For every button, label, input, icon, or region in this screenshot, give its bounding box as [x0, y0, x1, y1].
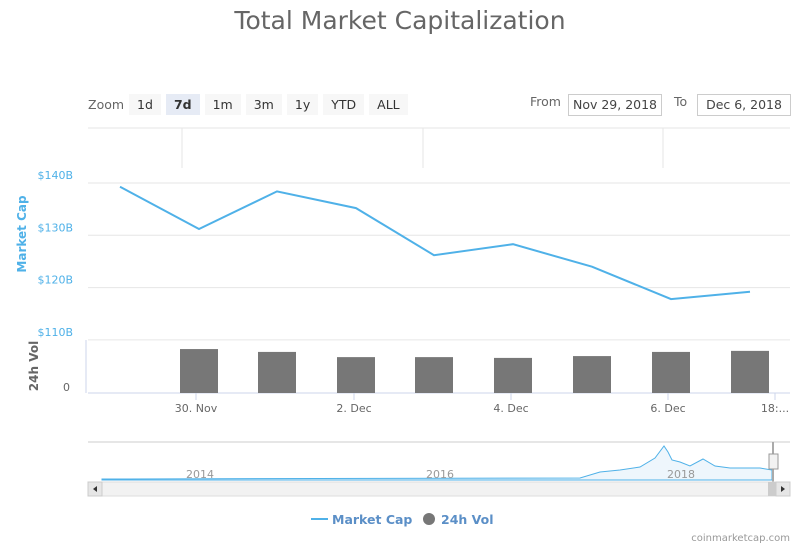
scrollbar-track[interactable] [87, 481, 791, 497]
volume-bar [731, 350, 769, 393]
zoom-7d-button[interactable]: 7d [165, 94, 200, 115]
zoom-all-button[interactable]: ALL [369, 94, 408, 115]
svg-text:Market Cap: Market Cap [332, 512, 412, 527]
volume-bar [180, 349, 218, 393]
vol-tick-0: 0 [63, 381, 70, 394]
x-tick-label: 4. Dec [493, 402, 528, 415]
y-axis-title: Market Cap [15, 195, 29, 273]
arrow-right-icon [781, 486, 785, 492]
from-label: From [530, 94, 561, 109]
x-tick-label: 2. Dec [336, 402, 371, 415]
credit-link[interactable]: coinmarketcap.com [691, 533, 790, 544]
svg-text:24h Vol: 24h Vol [441, 512, 494, 527]
to-label: To [674, 94, 688, 109]
y-tick-label: $130B [37, 221, 73, 234]
volume-bar [573, 356, 611, 393]
x-tick-label: 30. Nov [175, 402, 218, 415]
zoom-1d-button[interactable]: 1d [129, 94, 161, 115]
zoom-selector: Zoom 1d 7d 1m 3m 1y YTD ALL [88, 94, 408, 115]
volume-bar [652, 351, 690, 393]
volume-bar [258, 351, 296, 393]
zoom-1y-button[interactable]: 1y [286, 94, 319, 115]
x-tick-label: 6. Dec [650, 402, 685, 415]
to-date-input[interactable]: Dec 6, 2018 [697, 94, 791, 116]
y-tick-label: $110B [37, 326, 73, 339]
zoom-label: Zoom [88, 97, 125, 112]
navigator-year-2018: 2018 [667, 468, 695, 481]
volume-bar [494, 357, 532, 393]
zoom-ytd-button[interactable]: YTD [323, 94, 365, 115]
scrollbar-thumb[interactable] [768, 482, 777, 496]
navigator-handle[interactable] [768, 453, 779, 470]
vol-axis-title: 24h Vol [27, 341, 41, 391]
volume-bar [337, 357, 375, 393]
zoom-1m-button[interactable]: 1m [204, 94, 241, 115]
navigator-year-2014: 2014 [186, 468, 214, 481]
market-cap-line [119, 185, 751, 301]
from-date-input[interactable]: Nov 29, 2018 [568, 94, 662, 116]
legend-item-market-cap[interactable]: Market Cap [311, 512, 412, 527]
arrow-left-icon [93, 486, 97, 492]
y-tick-label: $140B [37, 169, 73, 182]
volume-bar [415, 357, 453, 393]
navigator-year-2016: 2016 [426, 468, 454, 481]
y-tick-label: $120B [37, 274, 73, 287]
zoom-3m-button[interactable]: 3m [245, 94, 282, 115]
chart-title: Total Market Capitalization [234, 6, 566, 35]
x-tick-label: 18:... [761, 402, 789, 415]
legend-item-24h-vol[interactable]: 24h Vol [423, 512, 494, 527]
